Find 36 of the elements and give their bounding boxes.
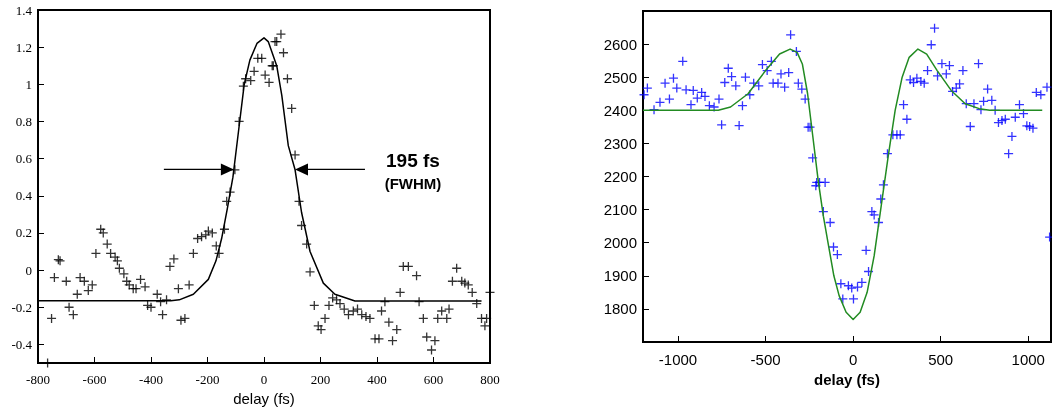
y-tick-label: 2200 (603, 168, 637, 185)
annotation: 195 fs (FWHM) (384, 150, 442, 193)
x-tick-label: -600 (82, 372, 107, 387)
x-tick-label: 400 (367, 372, 387, 387)
x-tick-label: -500 (750, 351, 781, 368)
y-tick-label: 2400 (603, 101, 637, 119)
x-tick-label: 0 (848, 351, 858, 368)
x-tick-label: -200 (195, 372, 220, 387)
y-tick-label: 0.6 (15, 151, 33, 167)
y-tick-label: 1.2 (15, 39, 32, 55)
y-tick-label: 1800 (603, 300, 637, 318)
x-tick-label: 1000 (1011, 351, 1045, 368)
y-tick-label: -0.4 (11, 336, 33, 352)
y-tick-label: 1.4 (15, 2, 33, 18)
y-tick-label: 0.4 (15, 188, 33, 204)
y-tick-label: -0.2 (11, 299, 32, 315)
x-axis-title: delay (fs) (814, 370, 880, 388)
y-tick-label: 2500 (603, 68, 637, 86)
x-tick-label: -400 (139, 372, 163, 387)
x-tick-label: 800 (480, 372, 500, 387)
y-tick-label: 2600 (603, 35, 637, 53)
y-tick-label: 1 (25, 76, 32, 92)
x-tick-label: 0 (260, 372, 268, 387)
x-tick-label: 600 (423, 372, 444, 387)
y-tick-label: 1900 (603, 267, 637, 285)
x-tick-label: 500 (928, 351, 954, 368)
y-tick-label: 0.8 (15, 113, 32, 129)
x-tick-label: -1000 (658, 351, 698, 368)
y-tick-label: 2100 (603, 201, 637, 219)
y-tick-label: 2000 (603, 234, 637, 252)
y-tick-label: 0 (25, 262, 32, 278)
x-axis-title: delay (fs) (233, 389, 295, 407)
y-tick-label: 2300 (603, 134, 637, 152)
x-tick-label: 200 (310, 372, 331, 387)
y-tick-label: 0.2 (15, 225, 32, 241)
x-tick-label: -800 (26, 372, 50, 387)
